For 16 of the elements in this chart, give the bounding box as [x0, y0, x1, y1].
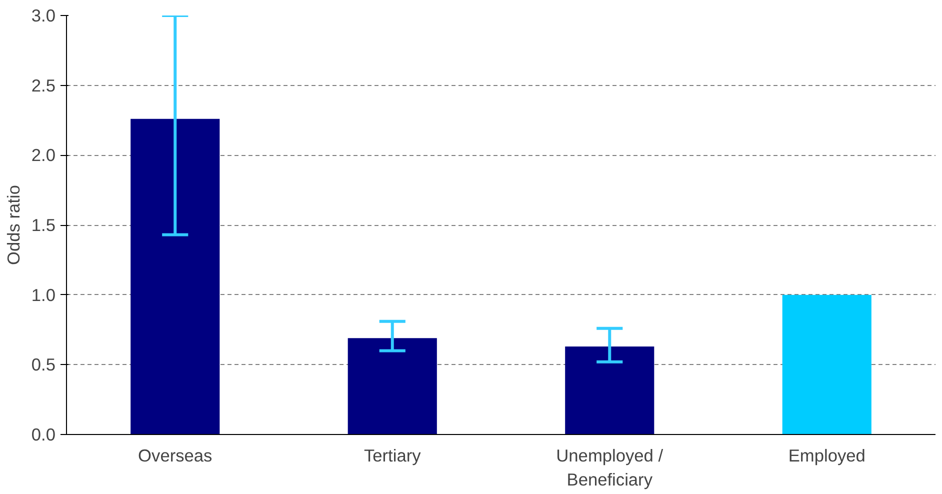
- y-axis-title: Odds ratio: [3, 185, 24, 265]
- x-tick-label: Overseas: [138, 446, 213, 466]
- y-tick-label: 2.5: [31, 75, 56, 96]
- x-tick-label: Employed: [788, 446, 866, 466]
- y-tick-label: 0.5: [31, 354, 56, 375]
- y-tick-label: 1.0: [31, 284, 56, 305]
- y-tick-label: 0.0: [31, 424, 56, 444]
- y-tick-label: 2.0: [31, 145, 56, 166]
- bar: [130, 118, 220, 434]
- x-tick-label: Tertiary: [364, 446, 422, 466]
- bar: [565, 346, 654, 434]
- y-tick-label: 3.0: [31, 6, 56, 26]
- bar: [348, 338, 437, 434]
- bar: [782, 294, 872, 434]
- x-tick-label: Unemployed / Beneficiary: [556, 446, 664, 490]
- y-tick-label: 1.5: [31, 215, 56, 235]
